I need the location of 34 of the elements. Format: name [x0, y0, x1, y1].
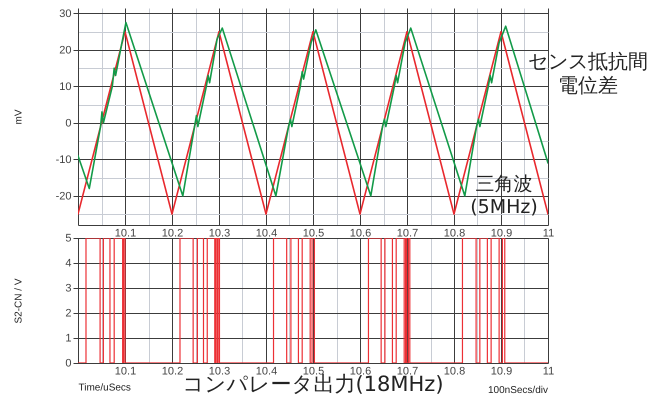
x-tick-label: 10.9	[490, 366, 512, 378]
x-tick-label: 10.1	[114, 228, 136, 240]
y-tick-label: 0	[65, 358, 72, 370]
series-label: センス抵抗間電位差	[528, 49, 648, 97]
x-tick-label: 10.1	[114, 366, 136, 378]
x-axis-title: Time/uSecs	[78, 382, 131, 394]
y-axis-title: mV	[14, 109, 24, 124]
y-tick-label: 1	[65, 332, 72, 344]
x-tick-label: 10.5	[302, 228, 324, 240]
y-axis-title: S2-CN / V	[14, 278, 24, 324]
x-tick-label: 10.2	[162, 366, 184, 378]
x-tick-label: 10.6	[350, 228, 372, 240]
x-tick-label: 10.3	[208, 228, 230, 240]
y-tick-label: -10	[56, 154, 72, 166]
y-tick-label: 2	[65, 308, 72, 320]
x-tick-label: 10.3	[208, 366, 230, 378]
x-tick-label: 11	[542, 366, 554, 378]
x-tick-label: 11	[542, 228, 554, 240]
y-tick-label: 10	[59, 80, 72, 93]
x-tick-label: 10.4	[256, 366, 278, 378]
x-tick-label: 10.8	[444, 366, 466, 378]
y-tick-label: 5	[65, 232, 72, 244]
x-tick-label: 10.9	[490, 228, 512, 240]
x-tick-label: 10.2	[162, 228, 184, 240]
y-tick-label: 20	[59, 44, 72, 56]
y-tick-label: 30	[59, 8, 72, 20]
y-tick-label: 0	[65, 117, 72, 130]
x-tick-label: 10.7	[396, 228, 418, 240]
y-tick-label: 3	[65, 282, 72, 294]
x-tick-label: 10.4	[256, 228, 278, 240]
text: 100nSecs/div	[488, 385, 548, 396]
x-tick-label: 10.8	[444, 228, 466, 240]
y-tick-label: 4	[65, 258, 72, 270]
y-tick-label: -20	[56, 190, 72, 202]
